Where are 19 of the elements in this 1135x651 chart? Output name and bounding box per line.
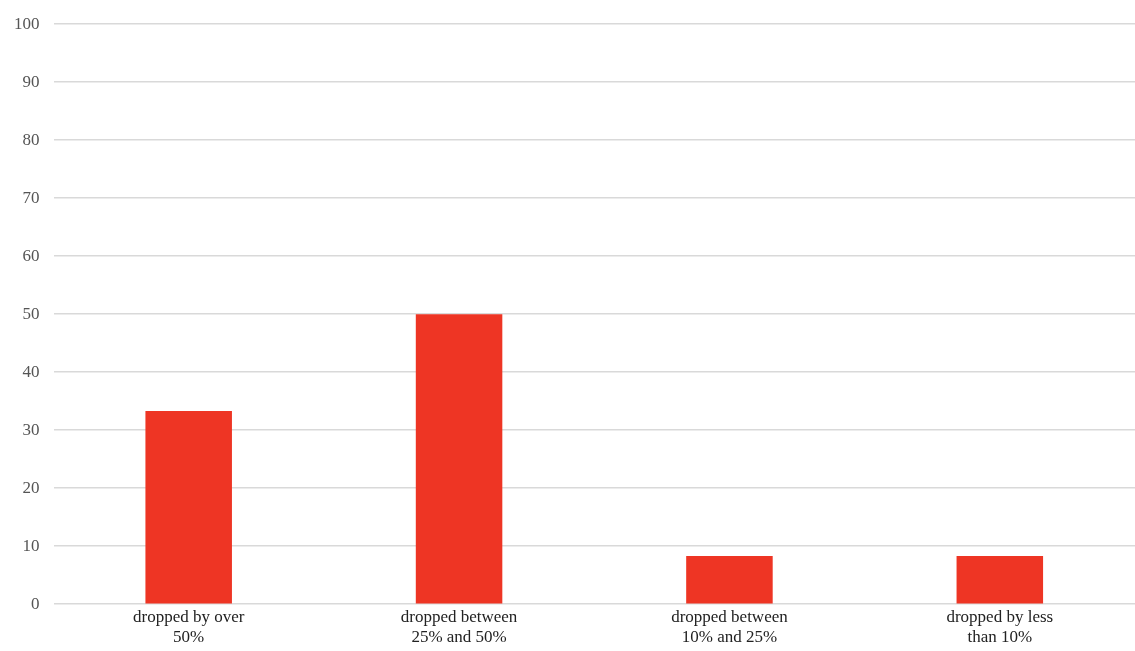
y-tick-label: 100 xyxy=(14,13,40,33)
bar xyxy=(415,314,503,604)
y-tick-label: 30 xyxy=(22,419,40,439)
y-tick-label: 20 xyxy=(22,477,40,497)
y-tick-label: 80 xyxy=(22,129,40,149)
y-tick-label: 70 xyxy=(22,187,40,207)
x-tick-label: dropped between 25% and 50% xyxy=(400,606,518,647)
bar xyxy=(686,556,773,604)
y-tick-label: 10 xyxy=(22,535,40,555)
x-tick-label: dropped by less than 10% xyxy=(946,606,1054,647)
bar xyxy=(145,411,232,604)
y-tick-label: 90 xyxy=(22,71,40,91)
bar xyxy=(956,556,1044,604)
y-tick-label: 60 xyxy=(22,245,40,265)
y-tick-label: 0 xyxy=(31,593,40,613)
y-tick-label: 50 xyxy=(22,303,40,323)
x-tick-label: dropped between 10% and 25% xyxy=(671,606,789,647)
y-tick-label: 40 xyxy=(22,361,40,381)
x-tick-label: dropped by over 50% xyxy=(132,606,245,647)
